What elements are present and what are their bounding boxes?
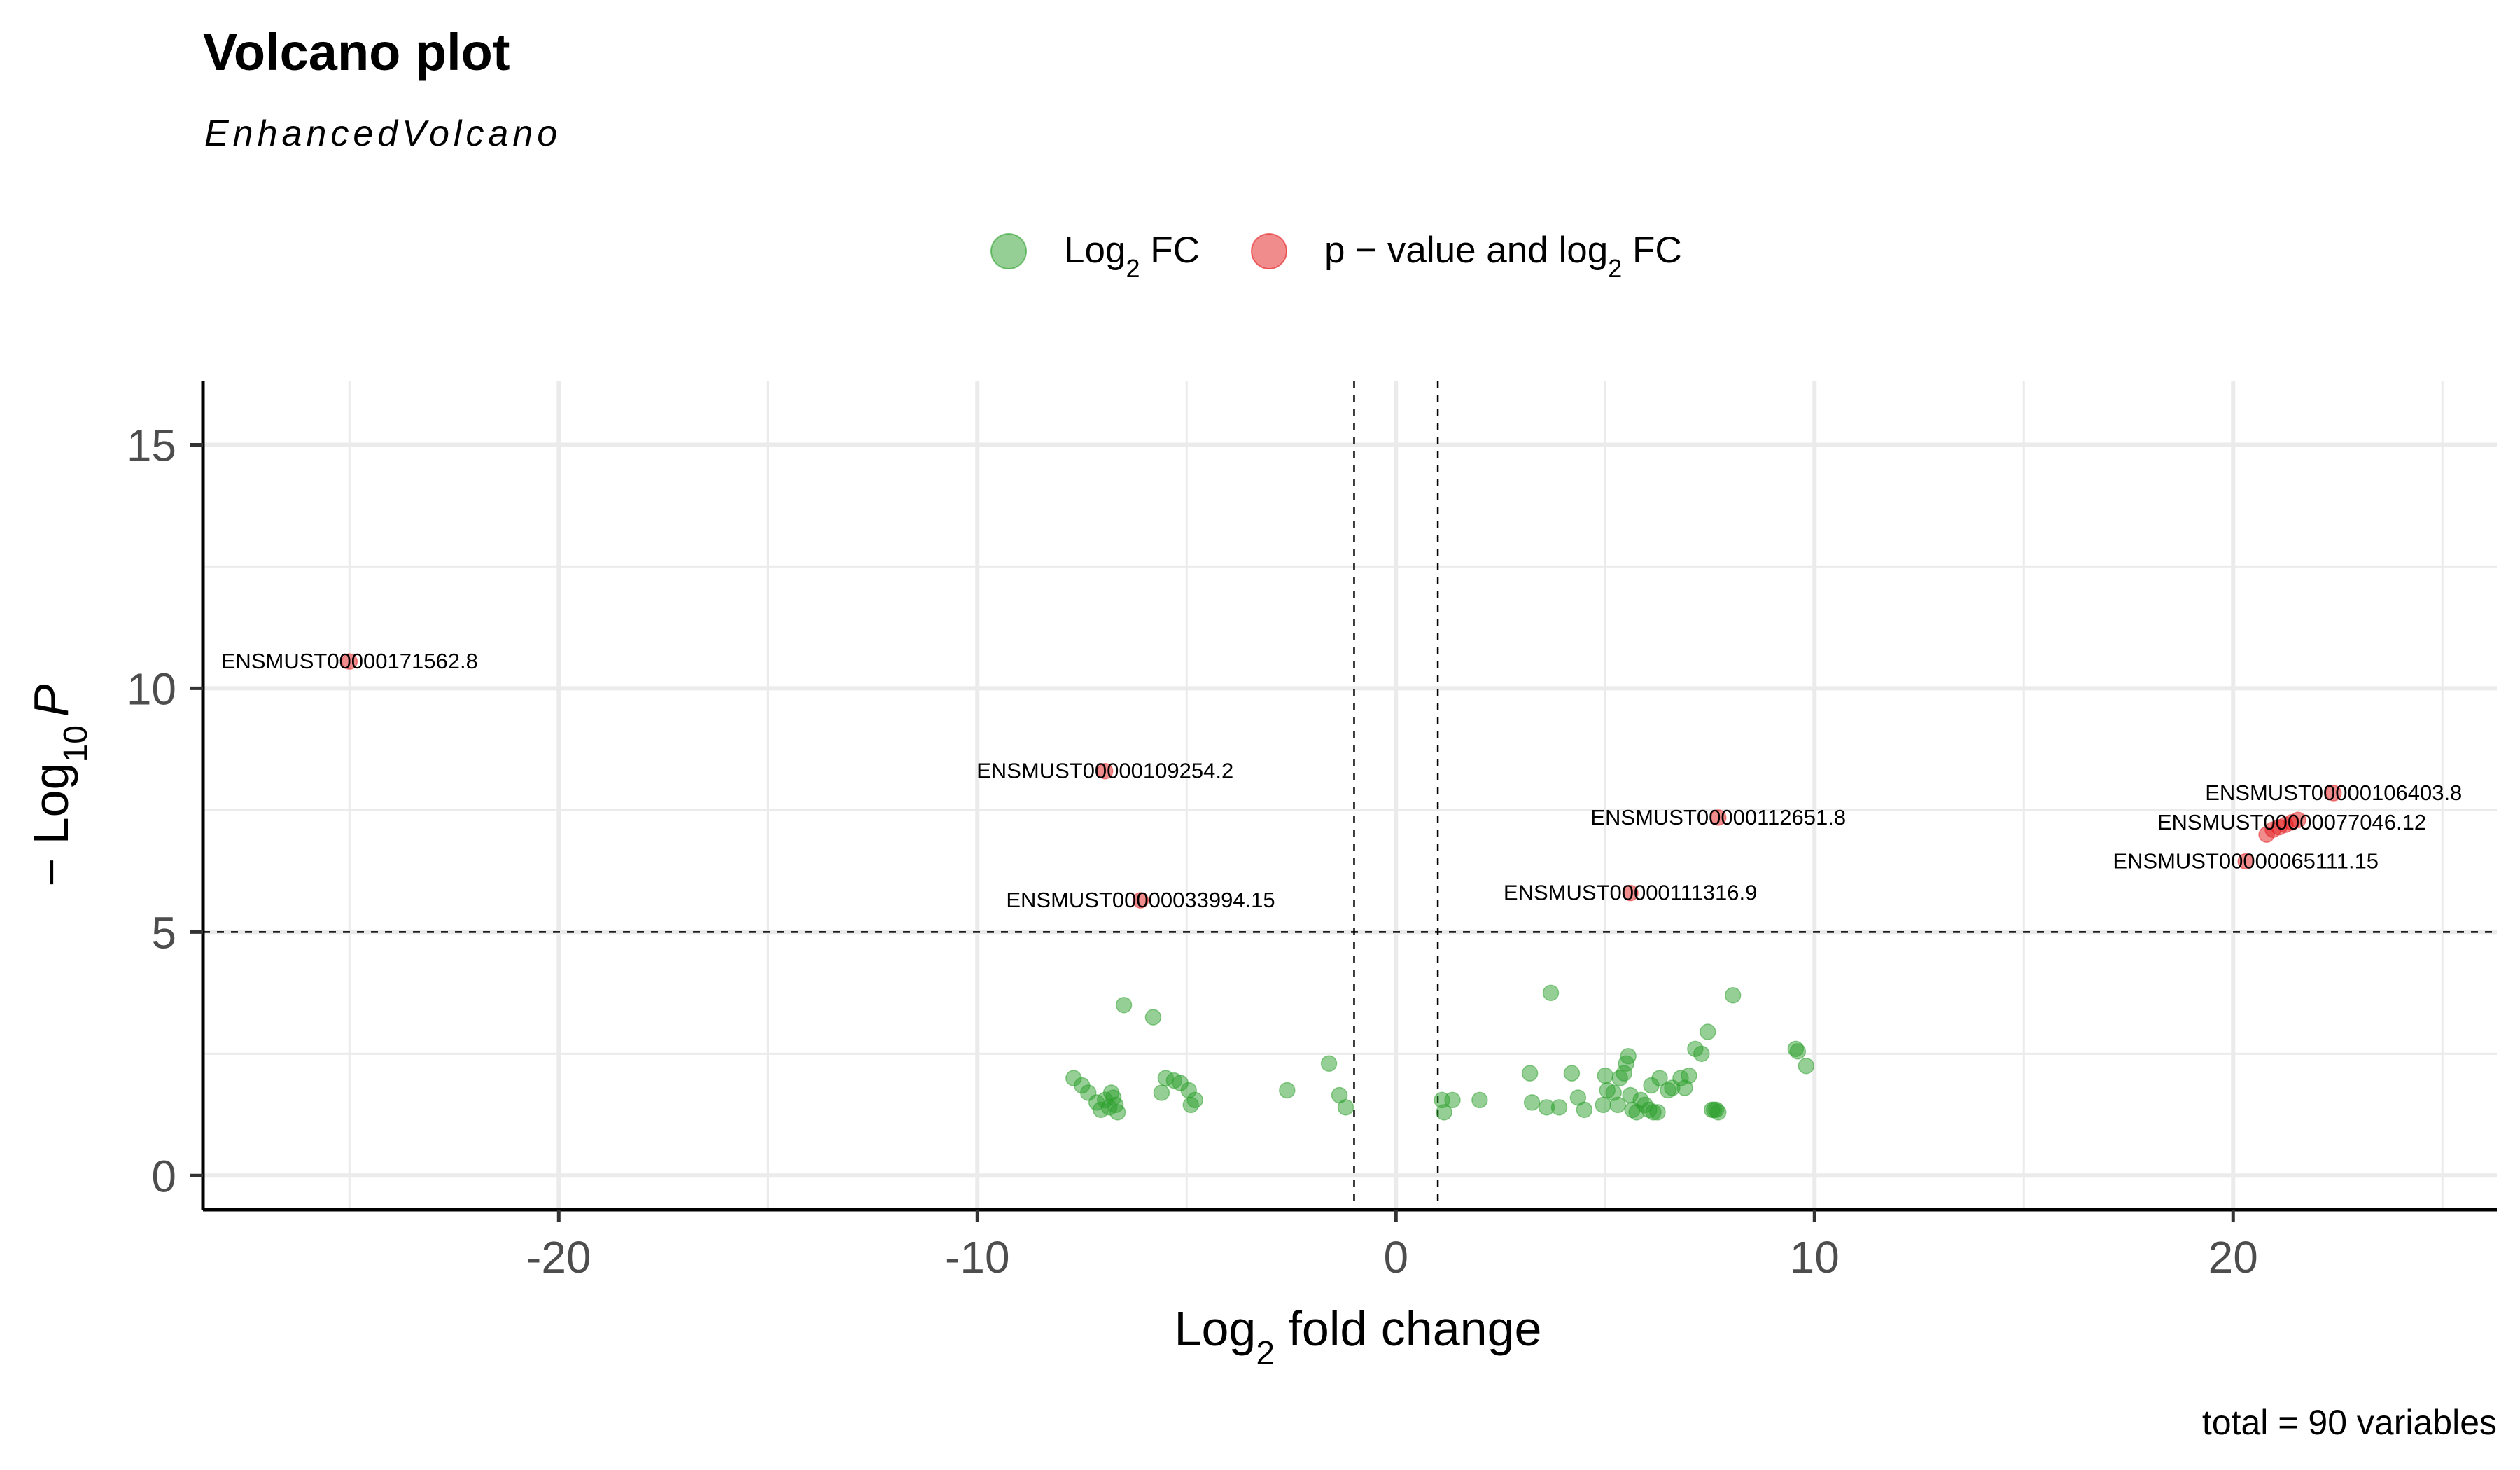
point-log2fc: [1337, 1099, 1354, 1116]
point-log2fc: [1279, 1082, 1296, 1099]
point-log2fc: [1798, 1057, 1815, 1074]
y-tick-label: 0: [151, 1151, 176, 1201]
x-tick-label: -20: [526, 1232, 592, 1282]
y-tick-label: 15: [127, 420, 176, 470]
point-log2fc: [1521, 1065, 1539, 1082]
point-pvalue-log2fc: [2290, 811, 2306, 829]
x-tick-label: -10: [945, 1232, 1010, 1282]
x-tick-label: 0: [1383, 1232, 1408, 1282]
point-log2fc: [1115, 996, 1133, 1014]
point-log2fc: [1320, 1055, 1338, 1072]
point-pvalue-log2fc: [1132, 892, 1149, 909]
point-log2fc: [1471, 1091, 1488, 1109]
point-label: ENSMUST00000112651.8: [1590, 805, 1846, 830]
point-log2fc: [1186, 1091, 1203, 1109]
point-label: ENSMUST00000106403.8: [2205, 780, 2462, 805]
point-log2fc: [1700, 1023, 1716, 1040]
legend: Log2 FC p − value and log2 FC: [990, 230, 1682, 283]
x-axis-ticks: -20 -10 0 10 20: [526, 1210, 2258, 1282]
point-log2fc: [1153, 1084, 1170, 1101]
point-log2fc: [1789, 1043, 1807, 1060]
point-log2fc: [1109, 1104, 1126, 1121]
point-log2fc: [1693, 1045, 1710, 1063]
point-log2fc: [1523, 1094, 1541, 1111]
point-log2fc: [1609, 1096, 1626, 1114]
y-tick-label: 5: [151, 907, 176, 958]
chart-caption: total = 90 variables: [2202, 1403, 2497, 1442]
point-label: ENSMUST00000065111.15: [2113, 848, 2379, 873]
point-labels: ENSMUST00000171562.8 ENSMUST00000109254.2…: [221, 649, 2463, 912]
point-log2fc: [1576, 1101, 1593, 1119]
point-label: ENSMUST00000109254.2: [976, 759, 1233, 783]
cutoff-lines: [203, 382, 2497, 1210]
point-pvalue-log2fc: [2325, 785, 2342, 802]
legend-label-pvalue-log2fc: p − value and log2 FC: [1324, 230, 1682, 283]
point-log2fc: [1144, 1009, 1162, 1026]
chart-title: Volcano plot: [203, 23, 510, 81]
y-axis-ticks: 0 5 10 15: [127, 420, 203, 1201]
x-tick-label: 10: [1790, 1232, 1840, 1282]
point-label: ENSMUST00000171562.8: [221, 649, 478, 673]
point-log2fc: [1620, 1048, 1637, 1065]
point-label: ENSMUST00000033994.15: [1006, 888, 1275, 912]
point-pvalue-log2fc: [341, 653, 358, 670]
grid-minor: [203, 382, 2497, 1210]
point-log2fc: [1649, 1104, 1666, 1121]
point-log2fc: [1563, 1065, 1581, 1082]
point-log2fc: [1597, 1067, 1614, 1084]
x-axis-title: Log2 fold change: [1175, 1301, 1542, 1372]
point-pvalue-log2fc: [2237, 853, 2254, 870]
point-log2fc: [1436, 1104, 1452, 1121]
legend-label-log2fc: Log2 FC: [1064, 230, 1200, 283]
point-log2fc: [1444, 1091, 1461, 1109]
point-log2fc: [1709, 1104, 1727, 1121]
point-log2fc: [1724, 987, 1742, 1004]
x-tick-label: 20: [2208, 1232, 2258, 1282]
point-log2fc: [1681, 1067, 1698, 1084]
legend-key-pvalue-log2fc: [1251, 233, 1287, 270]
point-log2fc: [1651, 1070, 1668, 1086]
point-log2fc: [1595, 1096, 1612, 1114]
point-pvalue-log2fc: [1622, 884, 1639, 902]
point-log2fc: [1550, 1099, 1568, 1116]
axes: [201, 382, 2497, 1212]
point-pvalue-log2fc: [1709, 809, 1727, 826]
point-label: ENSMUST00000111316.9: [1504, 881, 1757, 905]
legend-key-log2fc: [990, 233, 1027, 270]
point-log2fc: [1542, 984, 1560, 1002]
point-label: ENSMUST00000077046.12: [2157, 810, 2426, 834]
chart-subtitle: EnhancedVolcano: [204, 113, 561, 154]
y-tick-label: 10: [127, 664, 176, 714]
point-pvalue-log2fc: [1096, 762, 1114, 780]
y-axis-title: − Log10P: [24, 684, 94, 887]
data-points: [341, 653, 2342, 1121]
